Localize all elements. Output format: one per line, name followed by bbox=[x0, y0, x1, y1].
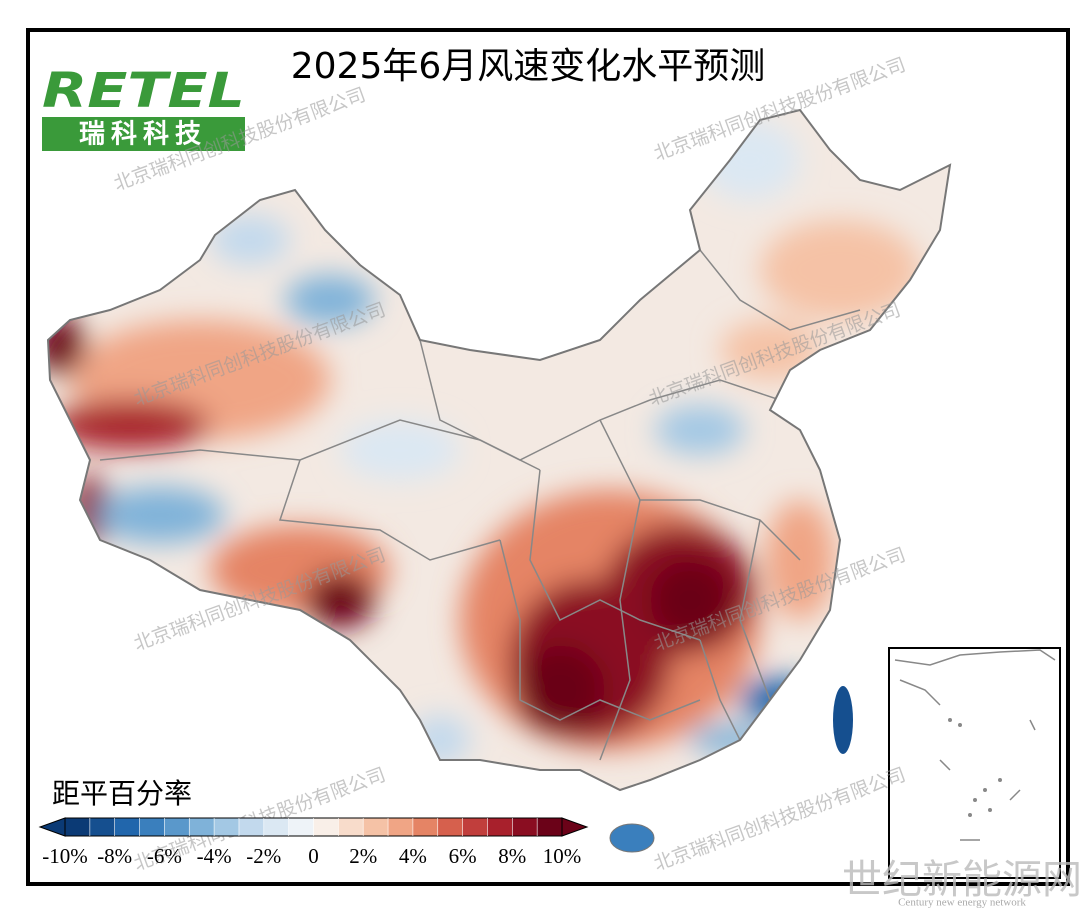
colorbar-segment bbox=[263, 818, 290, 836]
colorbar-segment bbox=[412, 818, 439, 836]
colorbar-tick-label: 2% bbox=[349, 844, 377, 868]
colorbar-tick-label: 10% bbox=[543, 844, 582, 868]
colorbar-tick-label: 0 bbox=[308, 844, 319, 868]
hainan bbox=[609, 823, 655, 853]
source-name: 世纪新能源网 bbox=[842, 857, 1080, 903]
logo: RETEL 瑞科科技 bbox=[42, 63, 245, 151]
colorbar-segment bbox=[388, 818, 414, 836]
colorbar-tick-label: 6% bbox=[449, 844, 477, 868]
logo-chinese: 瑞科科技 bbox=[79, 120, 207, 150]
colorbar-tick-label: 4% bbox=[399, 844, 427, 868]
legend-title: 距平百分率 bbox=[52, 777, 192, 810]
taiwan bbox=[833, 686, 853, 754]
colorbar-segment bbox=[214, 818, 240, 836]
colorbar-segment bbox=[65, 818, 91, 836]
colorbar-tick-label: -10% bbox=[42, 844, 88, 868]
colorbar-segment bbox=[238, 818, 265, 836]
colorbar-segment bbox=[313, 818, 339, 836]
colorbar-tick-label: 8% bbox=[498, 844, 526, 868]
logo-latin: RETEL bbox=[42, 63, 245, 119]
colorbar: -10% -8% -6% -4% -2% 0 2% 4% 6% 8% 10% bbox=[38, 817, 589, 868]
map bbox=[47, 109, 951, 853]
colorbar-segment bbox=[437, 818, 464, 836]
colorbar-tick-label: -8% bbox=[97, 844, 132, 868]
colorbar-segment bbox=[487, 818, 513, 836]
colorbar-segment bbox=[338, 818, 364, 836]
colorbar-tick-label: -2% bbox=[246, 844, 281, 868]
source-subtitle: Century new energy network bbox=[898, 897, 1026, 909]
inset bbox=[888, 647, 1061, 879]
colorbar-segment bbox=[139, 818, 165, 836]
colorbar-tick-label: -4% bbox=[197, 844, 232, 868]
colorbar-segment bbox=[114, 818, 141, 836]
colorbar-segment bbox=[363, 818, 389, 836]
colorbar-segment bbox=[89, 818, 116, 836]
colorbar-segment bbox=[537, 818, 563, 836]
colorbar-segment bbox=[288, 818, 314, 836]
colorbar-segment bbox=[512, 818, 538, 836]
colorbar-tick-label: -6% bbox=[147, 844, 182, 868]
colorbar-segment bbox=[164, 818, 190, 836]
colorbar-segment bbox=[189, 818, 215, 836]
title: 2025年6月风速变化水平预测 bbox=[291, 46, 766, 87]
colorbar-segment bbox=[462, 818, 488, 836]
